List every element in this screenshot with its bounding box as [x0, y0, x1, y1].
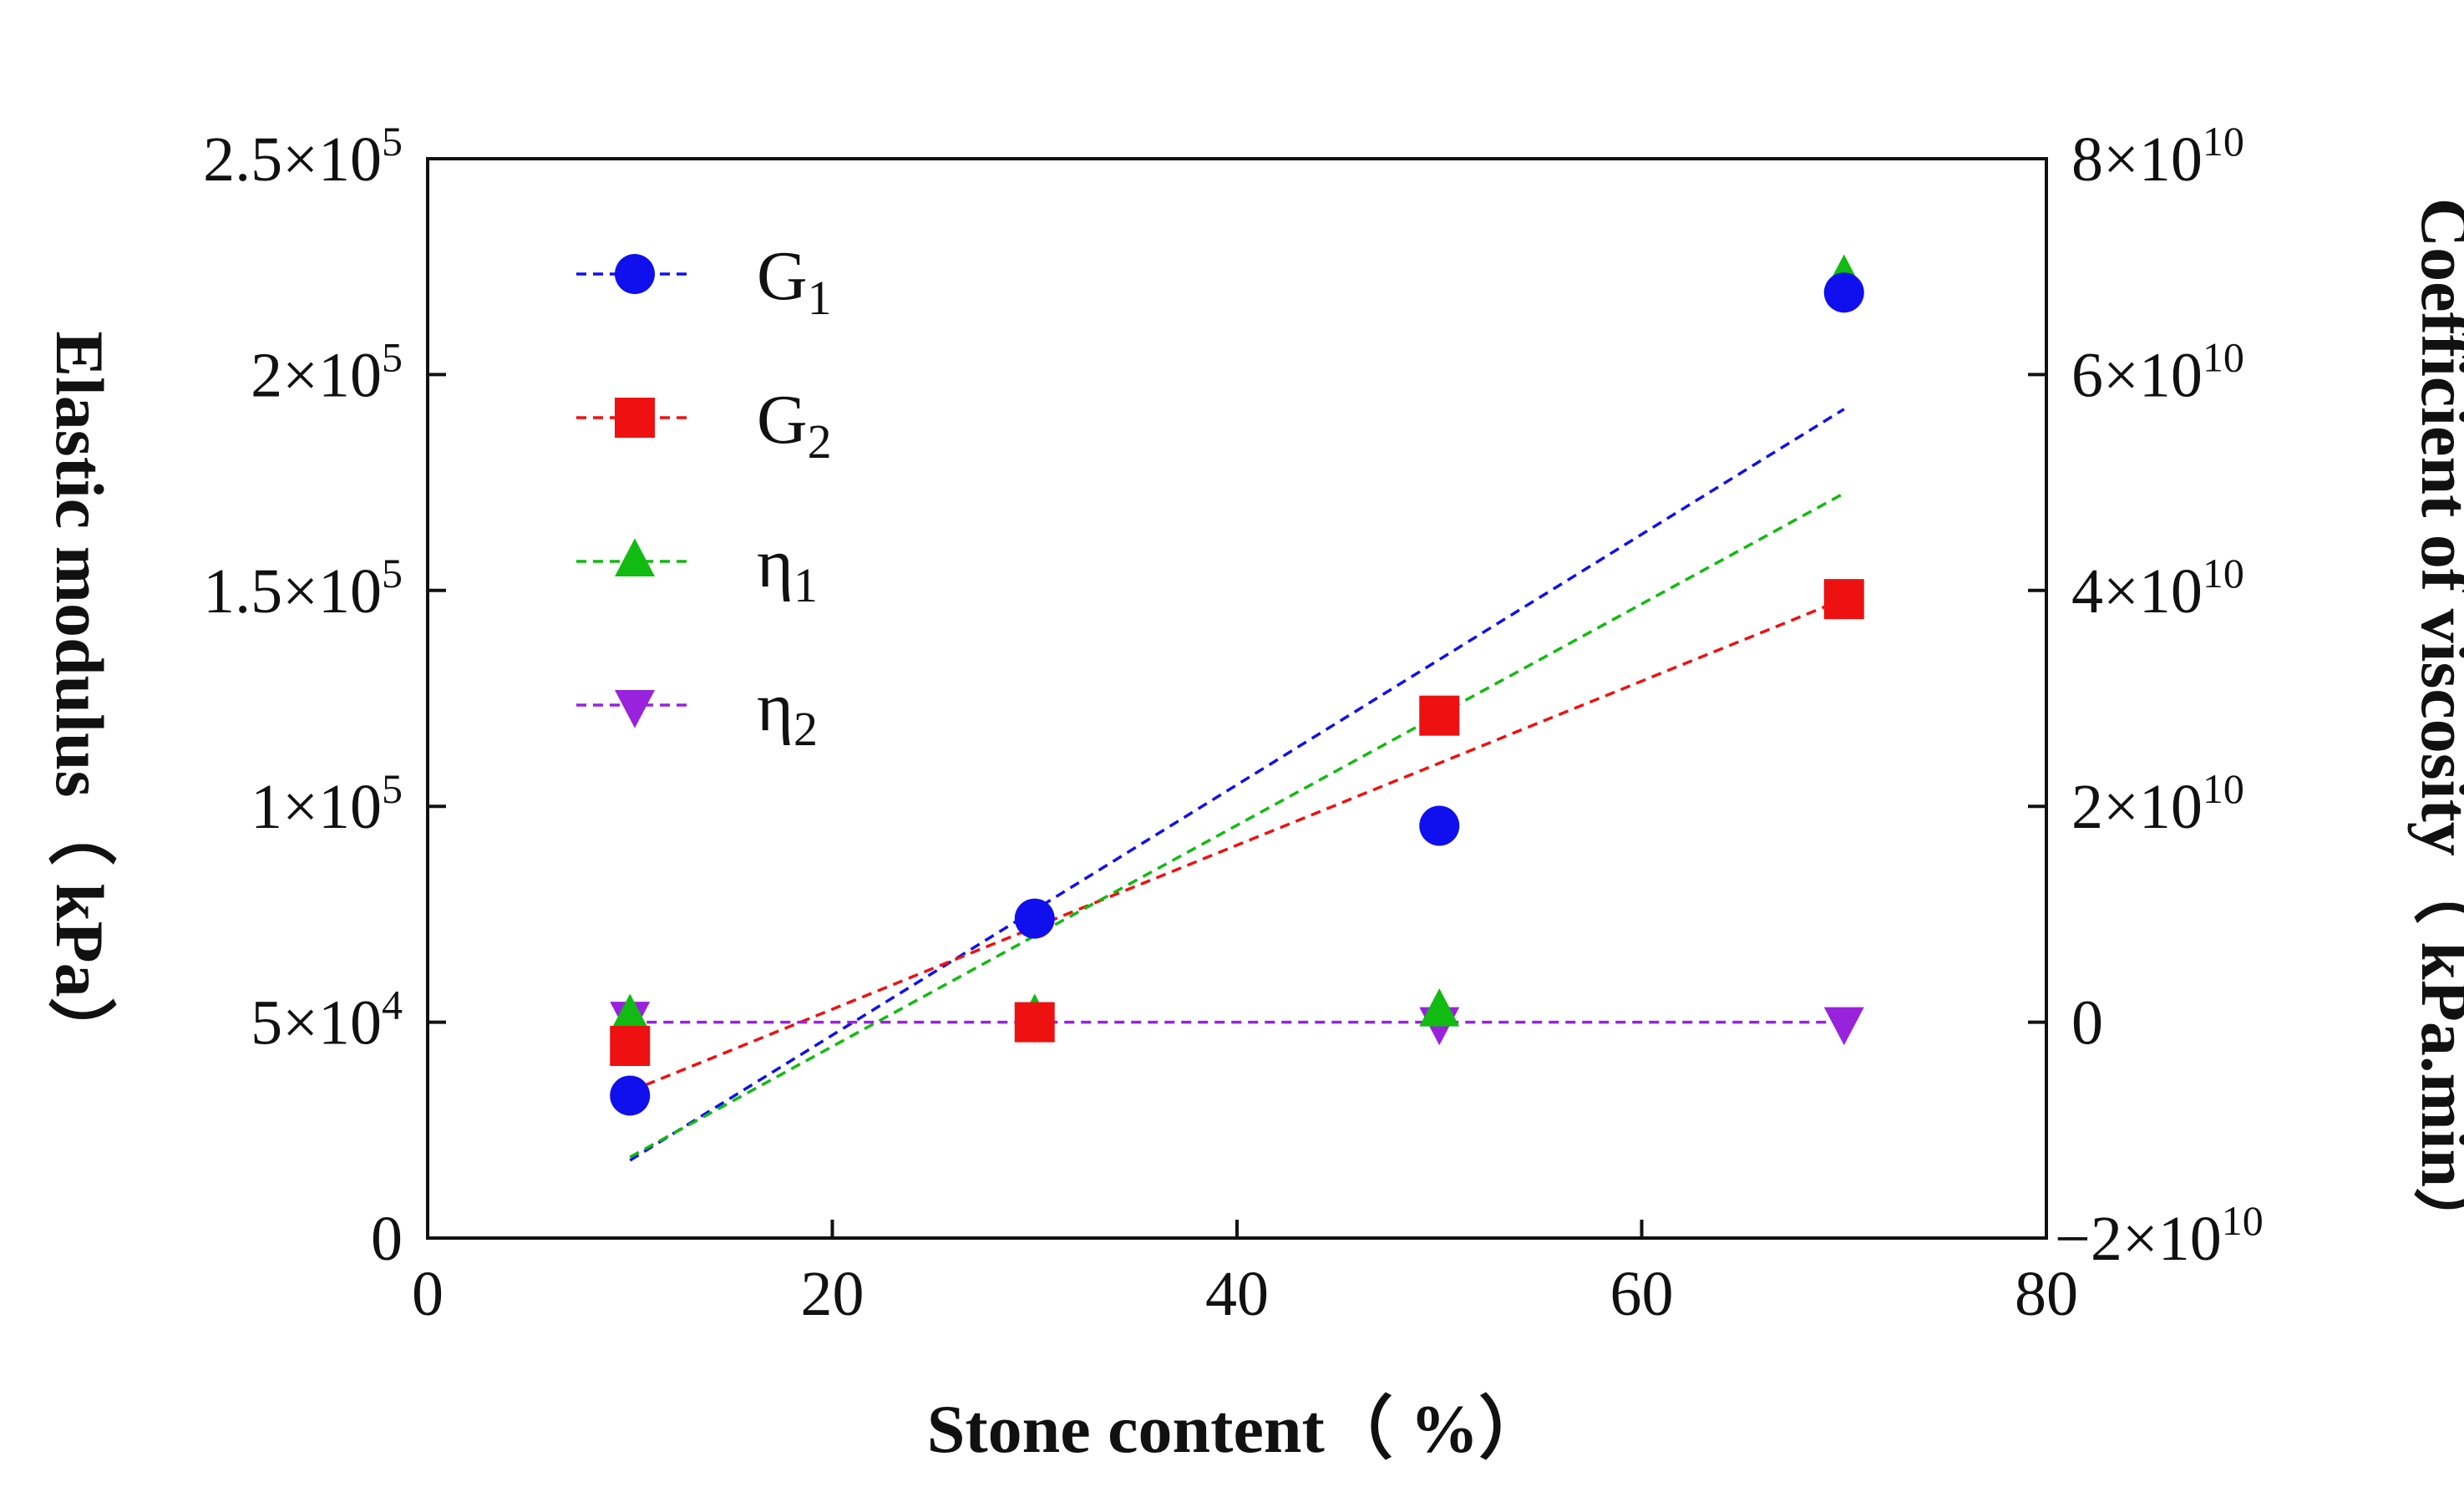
right-y-axis-title: Coefficient of viscosity（ kPa.min） — [2407, 198, 2464, 1256]
data-point-triangle-down — [1823, 1007, 1864, 1046]
right-y-tick-label: 8×1010 — [2071, 118, 2244, 195]
data-point-triangle-up — [1419, 988, 1460, 1027]
left-y-tick-label: 1×105 — [251, 765, 403, 842]
trend-line-triangle-up — [629, 491, 1845, 1159]
right-y-axis-ticks: −2×1010 0 2×1010 4×1010 6×1010 8×1010 — [2028, 118, 2264, 1274]
right-y-tick-label: 2×1010 — [2071, 765, 2244, 842]
x-tick-label: 20 — [801, 1259, 864, 1329]
left-y-tick-label: 2.5×105 — [203, 118, 403, 195]
data-points — [610, 254, 1864, 1116]
right-y-tick-label: 0 — [2071, 988, 2103, 1058]
x-axis-ticks: 0 20 40 60 80 — [412, 1220, 2078, 1329]
trend-lines — [629, 408, 1845, 1162]
data-point-circle — [1014, 898, 1055, 939]
x-axis-title: Stone content（ %） — [927, 1391, 1548, 1467]
data-point-circle — [610, 1075, 651, 1116]
right-y-tick-label: 6×1010 — [2071, 333, 2244, 410]
data-point-square — [1419, 695, 1460, 736]
data-point-circle — [1823, 272, 1864, 313]
legend-label: G2 — [757, 381, 832, 469]
right-y-tick-label: −2×1010 — [2055, 1197, 2264, 1274]
data-point-square — [610, 1026, 651, 1067]
legend-label: G1 — [757, 237, 832, 325]
legend-marker-square — [615, 398, 655, 438]
x-tick-label: 80 — [2015, 1259, 2078, 1329]
x-tick-label: 40 — [1205, 1259, 1269, 1329]
trend-line-circle — [629, 408, 1845, 1162]
left-y-axis-ticks: 0 5×104 1×105 1.5×105 2×105 2.5×105 — [203, 118, 446, 1274]
data-point-square — [1823, 579, 1864, 620]
left-y-tick-label: 1.5×105 — [203, 550, 403, 627]
data-point-triangle-up — [610, 993, 651, 1033]
left-y-tick-label: 5×104 — [251, 982, 403, 1058]
left-y-tick-label: 2×105 — [251, 333, 403, 410]
legend: G1 G2 η1 η2 — [576, 237, 832, 756]
data-point-square — [1014, 1002, 1055, 1043]
right-y-tick-label: 4×1010 — [2071, 550, 2244, 627]
legend-marker-triangle-up — [615, 538, 655, 576]
left-y-tick-label: 0 — [371, 1204, 403, 1274]
trend-line-square — [629, 597, 1845, 1093]
legend-marker-triangle-down — [615, 690, 655, 728]
left-y-axis-title: Elastic modulus（ kPa） — [42, 331, 118, 1065]
legend-label: η1 — [757, 525, 818, 612]
data-point-circle — [1419, 805, 1460, 846]
legend-label: η2 — [757, 668, 818, 756]
legend-marker-circle — [615, 254, 655, 294]
x-tick-label: 0 — [412, 1259, 444, 1329]
x-tick-label: 60 — [1610, 1259, 1674, 1329]
